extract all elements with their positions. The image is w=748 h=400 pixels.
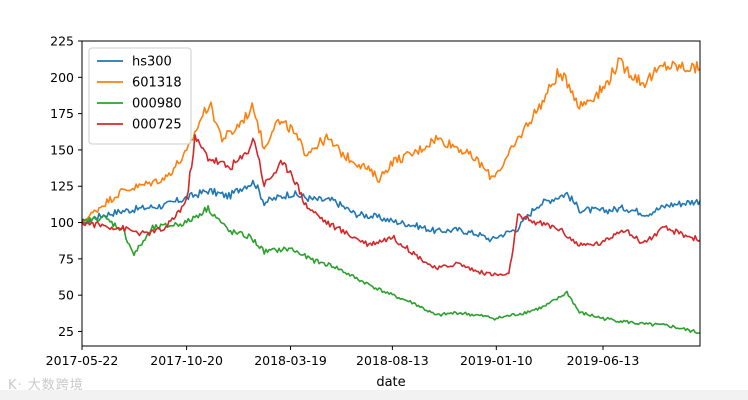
x-tick-label: 2018-08-13: [356, 353, 429, 368]
x-tick-label: 2017-10-20: [150, 353, 223, 368]
y-tick-label: 175: [50, 106, 74, 121]
y-tick-label: 225: [50, 34, 74, 49]
legend-label-601318: 601318: [132, 76, 182, 91]
legend-box: [88, 47, 192, 145]
y-axis: 25 50 75 100 125 150 175 200 225: [50, 34, 82, 339]
y-tick-label: 25: [58, 324, 74, 339]
bottom-strip: [0, 390, 748, 400]
series-line-hs300: [81, 179, 701, 243]
legend-label-hs300: hs300: [132, 55, 172, 70]
x-tick-label: 2018-03-19: [254, 353, 327, 368]
series-line-000980: [81, 205, 701, 335]
y-tick-label: 125: [50, 179, 74, 194]
y-tick-label: 150: [50, 142, 74, 157]
series-line-000725: [81, 133, 701, 277]
y-tick-label: 200: [50, 70, 74, 85]
x-axis: 2017-05-22 2017-10-20 2018-03-19 2018-08-13…: [46, 346, 640, 368]
x-axis-label: date: [376, 375, 405, 390]
legend: hs300 601318 000980 000725: [88, 47, 192, 145]
x-tick-label: 2017-05-22: [46, 353, 119, 368]
x-tick-label: 2019-01-10: [460, 353, 533, 368]
y-tick-label: 50: [58, 288, 74, 303]
y-tick-label: 100: [50, 215, 74, 230]
legend-label-000725: 000725: [132, 118, 182, 133]
plot-lines: [81, 57, 701, 335]
y-tick-label: 75: [58, 251, 74, 266]
watermark: K· 大数跨境: [8, 378, 84, 393]
x-tick-label: 2019-06-13: [567, 353, 640, 368]
legend-label-000980: 000980: [132, 97, 182, 112]
plot-frame: [81, 40, 701, 347]
series-line-601318: [81, 57, 701, 223]
